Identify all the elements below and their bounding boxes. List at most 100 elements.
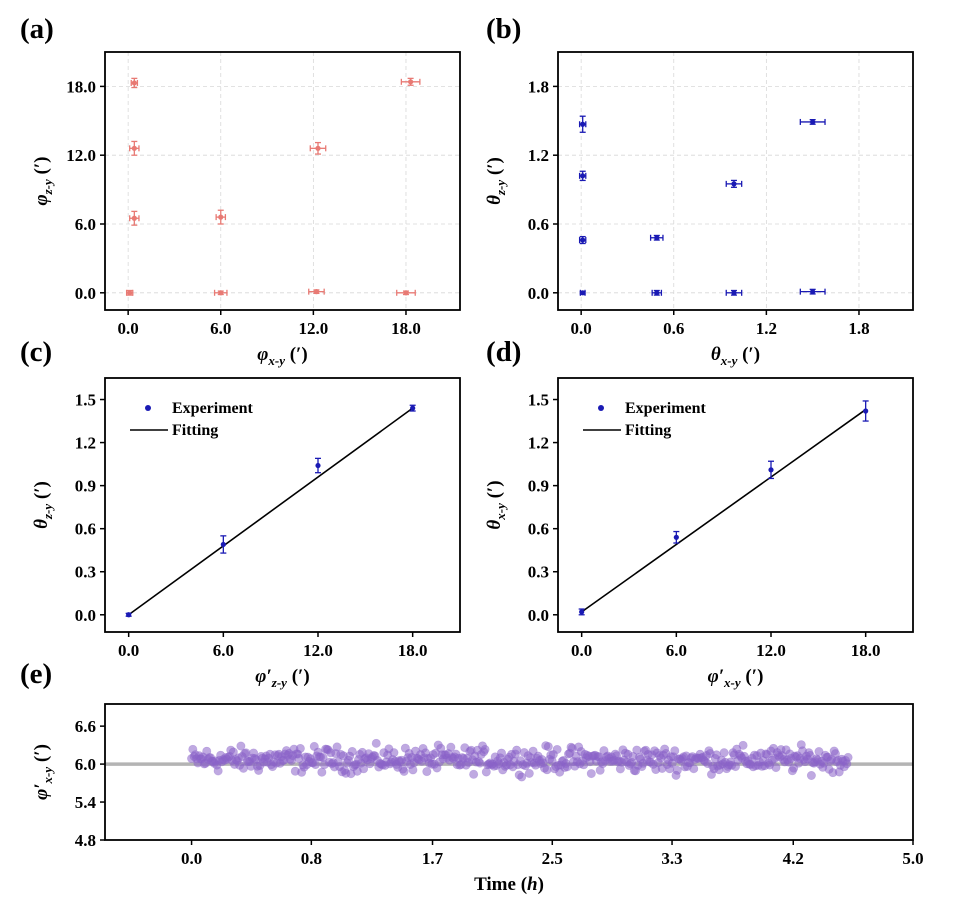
x-tick-label: 6.0 <box>213 641 234 660</box>
data-point <box>308 288 325 295</box>
data-point <box>578 170 587 182</box>
panel-label-e: (e) <box>20 658 52 690</box>
y-tick-label: 0.6 <box>528 215 549 234</box>
y-axis-label-symbol: φ <box>31 194 52 205</box>
x-axis-label-subscript: x-y <box>723 675 741 690</box>
x-axis-label-unit: h <box>527 874 538 895</box>
data-point <box>578 115 587 133</box>
legend-label-experiment: Experiment <box>172 400 254 417</box>
x-axis-label: φx-y (′) <box>257 344 307 368</box>
data-point <box>125 612 132 618</box>
data-point <box>799 118 826 125</box>
data-point <box>347 746 357 756</box>
data-point <box>543 742 553 752</box>
data-point <box>670 746 680 756</box>
x-axis-label-unit: (′) <box>737 344 760 365</box>
y-axis-label-symbol: θ <box>484 195 505 205</box>
x-tick-label: 0.0 <box>181 849 202 868</box>
x-axis-label-symbol: θ <box>711 344 721 365</box>
y-axis-label-subscript: z-y <box>40 179 55 195</box>
plot-frame <box>104 377 461 633</box>
x-tick-label: 0.0 <box>118 641 139 660</box>
data-point <box>517 772 527 782</box>
x-tick-label: 12.0 <box>756 641 786 660</box>
chart-c: Experiment Fitting 0.0 6.0 12.0 18.0 0.0 0.3 0.6… <box>31 377 461 690</box>
y-tick-label: 1.2 <box>528 434 549 453</box>
y-axis-label: θz-y (′) <box>484 157 508 205</box>
x-tick-label: 2.5 <box>542 849 563 868</box>
chart-e: 0.0 0.8 1.7 2.5 3.3 4.2 5.0 4.8 5.4 6.0 6.6 Time (h… <box>31 703 924 895</box>
x-axis-label-unit: (′) <box>741 666 764 687</box>
data-point <box>768 460 774 480</box>
fit-line <box>581 408 867 613</box>
y-axis-label: φ′x-y (′) <box>31 744 55 800</box>
y-tick-label: 18.0 <box>66 77 96 96</box>
x-axis-label-symbol: φ′ <box>255 666 271 687</box>
data-marker <box>810 119 816 125</box>
data-point <box>673 530 680 544</box>
data-point <box>409 404 416 412</box>
data-marker <box>410 405 416 411</box>
y-axis-label-unit: (′) <box>484 480 505 503</box>
y-axis-label-symbol: φ′ <box>31 783 52 799</box>
data-point <box>586 769 596 779</box>
plot-frame <box>557 51 914 311</box>
y-tick-label: 1.2 <box>528 146 549 165</box>
data-point <box>806 770 816 780</box>
y-tick-label: 0.3 <box>75 563 96 582</box>
x-tick-label: 0.0 <box>571 319 592 338</box>
x-axis-label-subscript: x-y <box>267 353 285 368</box>
x-tick-label: 0.8 <box>301 849 322 868</box>
data-point <box>422 767 432 777</box>
data-point <box>738 740 748 750</box>
y-tick-label: 1.2 <box>75 434 96 453</box>
x-tick-label: 4.2 <box>783 849 804 868</box>
legend-marker-experiment <box>598 405 604 411</box>
data-point <box>814 747 824 757</box>
x-axis-label-paren-close: ) <box>538 874 544 895</box>
legend-label-fitting: Fitting <box>625 422 671 439</box>
x-tick-label: 12.0 <box>303 641 333 660</box>
data-marker <box>131 215 137 221</box>
data-point <box>480 744 490 754</box>
data-point <box>579 289 586 296</box>
y-tick-label: 1.5 <box>75 391 96 410</box>
y-tick-label: 12.0 <box>66 146 96 165</box>
data-point <box>213 289 228 296</box>
panel-label-c: (c) <box>20 336 52 368</box>
data-marker <box>131 80 137 86</box>
data-point <box>311 760 321 770</box>
data-marker <box>731 290 737 296</box>
x-tick-label: 18.0 <box>851 641 881 660</box>
y-axis-label-unit: (′) <box>31 481 52 504</box>
data-point <box>399 766 409 776</box>
data-point <box>725 289 743 296</box>
panel-label-a: (a) <box>20 13 54 45</box>
y-tick-label: 4.8 <box>75 831 96 850</box>
x-tick-label: 1.8 <box>848 319 869 338</box>
data-marker <box>810 289 816 295</box>
data-marker <box>126 612 132 618</box>
data-point <box>843 752 853 762</box>
y-tick-label: 6.6 <box>75 717 96 736</box>
chart-d: Experiment Fitting 0.0 6.0 12.0 18.0 0.0 0.3 0.6… <box>484 377 914 690</box>
data-point <box>371 738 381 748</box>
plot-frame <box>104 703 914 841</box>
data-point <box>215 209 227 225</box>
x-tick-label: 0.6 <box>663 319 684 338</box>
data-point <box>213 766 223 776</box>
panel-label-d: (d) <box>486 336 521 368</box>
data-marker <box>315 462 321 469</box>
data-point <box>359 764 369 774</box>
y-tick-label: 0.6 <box>75 520 96 539</box>
y-axis-label-symbol: θ <box>484 520 505 530</box>
data-marker <box>731 181 737 187</box>
data-marker <box>131 145 137 151</box>
data-point <box>315 457 321 474</box>
data-marker <box>408 79 414 85</box>
data-point <box>719 748 729 758</box>
x-tick-label: 1.2 <box>756 319 777 338</box>
data-point <box>862 400 869 422</box>
y-tick-label: 6.0 <box>75 755 96 774</box>
